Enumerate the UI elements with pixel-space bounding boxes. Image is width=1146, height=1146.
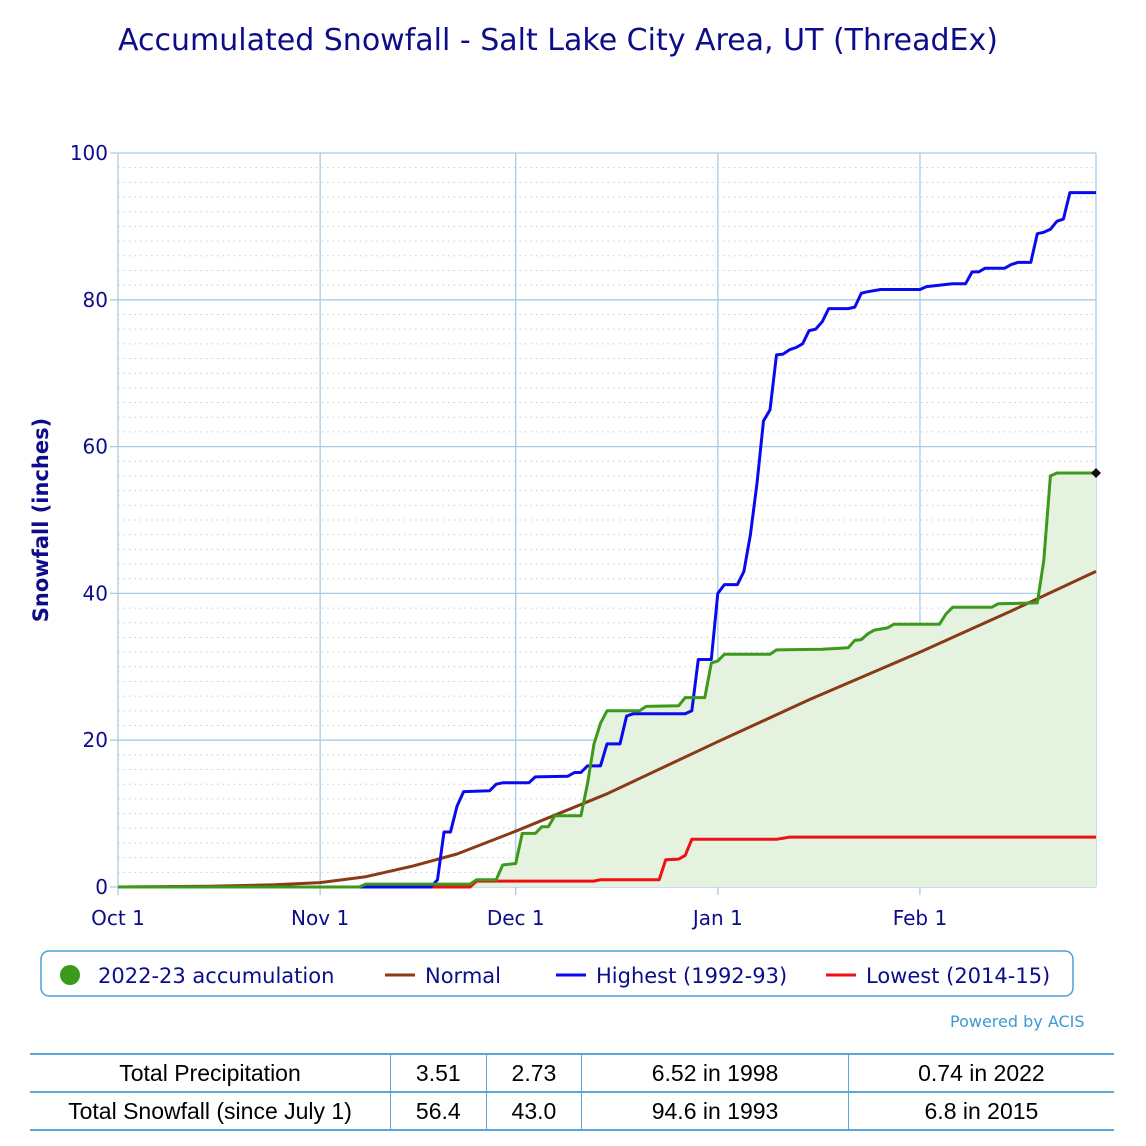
lowest-value: 6.8 in 2015 xyxy=(848,1091,1114,1131)
legend-label-2022-23-accumulation: 2022-23 accumulation xyxy=(98,964,334,988)
latest-value-marker xyxy=(1091,468,1101,479)
legend-label-highest-1992-93: Highest (1992-93) xyxy=(596,964,787,988)
y-tick-label: 40 xyxy=(83,581,108,605)
normal-value: 43.0 xyxy=(486,1091,583,1131)
y-axis-label: Snowfall (inches) xyxy=(29,418,53,622)
table-row: Total Precipitation 3.51 2.73 6.52 in 19… xyxy=(30,1053,1114,1093)
row-label: Total Snowfall (since July 1) xyxy=(30,1091,391,1131)
snowfall-chart: Accumulated Snowfall - Salt Lake City Ar… xyxy=(29,23,1101,997)
summary-table: Total Precipitation 3.51 2.73 6.52 in 19… xyxy=(30,1053,1114,1131)
y-axis-ticks: 0 20 40 60 80 100 xyxy=(70,141,108,899)
x-tick-label: Feb 1 xyxy=(893,906,948,930)
legend-marker-2022-23-accumulation xyxy=(60,965,80,985)
legend-label-normal: Normal xyxy=(425,964,501,988)
y-tick-label: 20 xyxy=(83,728,108,752)
normal-value: 2.73 xyxy=(486,1053,583,1093)
current-value: 3.51 xyxy=(390,1053,487,1093)
x-tick-label: Oct 1 xyxy=(91,906,145,930)
x-tick-label: Dec 1 xyxy=(487,906,545,930)
table-row: Total Snowfall (since July 1) 56.4 43.0 … xyxy=(30,1091,1114,1131)
series-layer xyxy=(117,191,1101,889)
row-label: Total Precipitation xyxy=(30,1053,391,1093)
y-tick-label: 60 xyxy=(83,435,108,459)
legend: 2022-23 accumulation Normal Highest (1992-… xyxy=(60,964,1050,988)
series-line-2022-23-accumulation xyxy=(118,471,1096,889)
series-area-2022-23-accumulation xyxy=(118,473,1096,887)
x-tick-label: Nov 1 xyxy=(291,906,349,930)
highest-value: 94.6 in 1993 xyxy=(581,1091,849,1131)
y-tick-label: 0 xyxy=(95,875,108,899)
series-line-highest-1992-93 xyxy=(118,191,1096,889)
lowest-value: 0.74 in 2022 xyxy=(848,1053,1114,1093)
legend-label-lowest-2014-15: Lowest (2014-15) xyxy=(866,964,1050,988)
powered-by-credit[interactable]: Powered by ACIS xyxy=(950,1012,1085,1031)
x-axis-ticks: Oct 1 Nov 1 Dec 1 Jan 1 Feb 1 xyxy=(91,906,947,930)
series-line-normal xyxy=(117,570,1097,889)
chart-title: Accumulated Snowfall - Salt Lake City Ar… xyxy=(118,23,998,58)
current-value: 56.4 xyxy=(390,1091,487,1131)
y-tick-label: 100 xyxy=(70,141,108,165)
y-tick-label: 80 xyxy=(83,288,108,312)
highest-value: 6.52 in 1998 xyxy=(581,1053,849,1093)
x-tick-label: Jan 1 xyxy=(691,906,743,930)
